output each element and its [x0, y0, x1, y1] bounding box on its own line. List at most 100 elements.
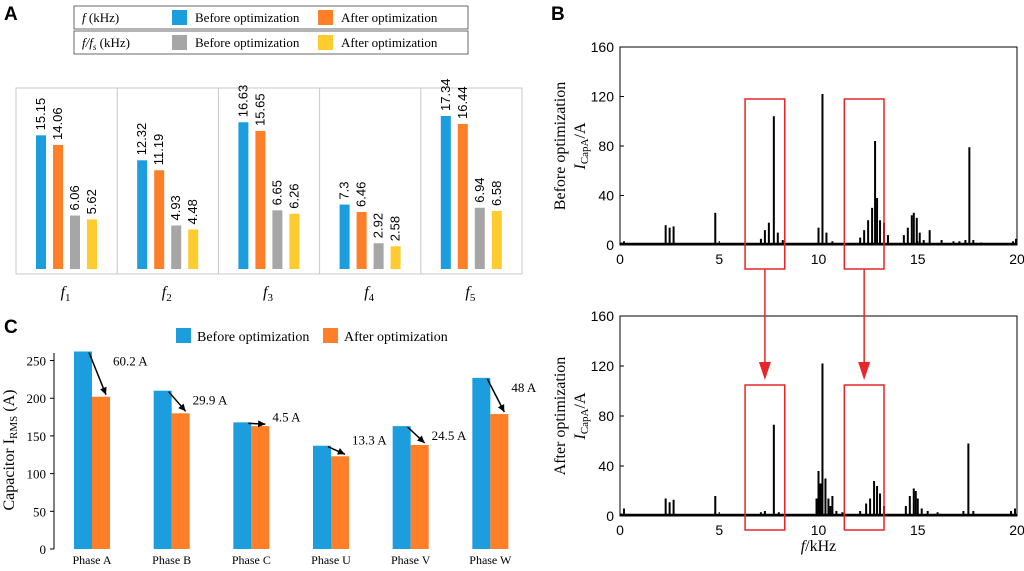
reduction-arrow-head	[178, 403, 186, 412]
bar-f3-0	[238, 122, 249, 269]
bar-f2-3	[188, 229, 199, 269]
legend-entry-label: After optimization	[341, 35, 438, 50]
y-tick-label: 160	[591, 308, 615, 324]
reduction-arrow-head	[417, 435, 425, 443]
panel-c-bar-chart: Before optimization After optimization 0 50…	[1, 328, 537, 567]
highlight-arrow-head	[858, 362, 871, 380]
panel-a-plot-frame	[15, 87, 523, 275]
reduction-value-label: 29.9 A	[193, 393, 228, 408]
x-tick-label: 15	[910, 251, 926, 267]
legend-entry-label: Before optimization	[197, 330, 309, 345]
bar-before-Phase A	[74, 351, 92, 549]
category-label-Phase C: Phase C	[232, 553, 271, 567]
legend-swatch	[172, 10, 187, 25]
bar-before-Phase U	[313, 445, 331, 549]
bar-after-Phase C	[251, 426, 270, 549]
y-tick-label: 120	[591, 89, 615, 105]
bar-before-Phase B	[153, 390, 172, 549]
bar-f5-1	[457, 123, 468, 269]
reduction-arrow-head	[497, 404, 505, 413]
bar-value-label: 16.44	[455, 86, 470, 119]
bar-f2-1	[154, 170, 165, 269]
reduction-value-label: 60.2 A	[113, 353, 148, 368]
y-axis-label: Capacitor IRMS (A)	[1, 390, 20, 511]
bar-f1-2	[70, 215, 80, 269]
bar-f5-0	[440, 116, 451, 269]
bar-value-label: 11.19	[151, 134, 166, 166]
bar-value-label: 6.65	[269, 180, 284, 205]
bar-f5-2	[474, 207, 485, 269]
category-label-Phase A: Phase A	[73, 553, 112, 567]
x-tick-label: 5	[715, 522, 723, 538]
spectrum-axes-box	[619, 46, 1018, 246]
bar-f1-3	[87, 219, 97, 269]
x-tick-label: 5	[715, 251, 723, 267]
highlight-box	[744, 384, 786, 531]
bar-before-Phase V	[392, 426, 411, 549]
category-label-f4: f4	[364, 284, 374, 304]
panel-a-border	[15, 87, 523, 275]
legend-swatch	[318, 10, 333, 25]
spectrum-subplot-before: 0 40 80 120 160 0 5 10 15 20 Before optimization IC…	[552, 39, 1024, 270]
x-tick-label: 15	[910, 522, 926, 538]
bar-value-label: 2.58	[388, 216, 403, 241]
bar-value-label: 15.65	[252, 93, 267, 126]
panel-c-letter: C	[4, 317, 18, 338]
panel-a-letter: A	[4, 4, 18, 25]
spectrum-y-axis-label: ICapA/A	[572, 392, 591, 440]
bar-value-label: 6.46	[354, 182, 369, 207]
reduction-arrow-head	[337, 448, 345, 455]
bar-value-label: 4.93	[168, 195, 183, 220]
spectrum-title-label: Before optimization	[552, 82, 569, 210]
bar-f4-3	[390, 246, 401, 269]
bar-value-label: 16.63	[235, 85, 250, 118]
x-tick-label: 0	[616, 522, 624, 538]
bar-f3-2	[272, 210, 283, 269]
bar-value-label: 17.34	[438, 78, 453, 111]
spectrum-x-axis-label: f/kHz	[801, 538, 837, 555]
bar-f2-0	[137, 160, 148, 269]
legend-row-label: f/fs (kHz)	[82, 35, 130, 52]
bar-value-label: 12.32	[134, 123, 149, 156]
bar-f4-1	[356, 212, 367, 269]
category-label-Phase W: Phase W	[469, 553, 512, 567]
x-tick-label: 10	[811, 522, 827, 538]
bar-f3-3	[289, 213, 300, 269]
bar-value-label: 4.48	[185, 199, 200, 224]
y-tick-label: 120	[591, 358, 615, 374]
x-tick-label: 10	[811, 251, 827, 267]
bar-value-label: 6.26	[286, 183, 301, 208]
reduction-arrow-head	[100, 386, 107, 395]
bar-after-Phase W	[490, 414, 509, 549]
bar-value-label: 6.58	[489, 181, 504, 206]
category-label-f2: f2	[162, 284, 172, 304]
bar-value-label: 5.62	[84, 189, 99, 214]
y-tick-label: 40	[598, 188, 614, 204]
y-tick-label: 160	[591, 39, 615, 55]
highlight-box	[843, 384, 885, 531]
y-tick-label: 250	[27, 354, 47, 369]
spectrum-subplot-after: 0 40 80 120 160 0 5 10 15 20 After optimization ICa…	[552, 308, 1024, 555]
category-label-Phase U: Phase U	[311, 553, 351, 567]
y-tick-label: 150	[27, 429, 47, 444]
bar-f3-1	[255, 130, 266, 269]
bar-before-Phase W	[472, 377, 491, 549]
y-tick-label: 0	[606, 508, 614, 524]
reduction-value-label: 4.5 A	[272, 409, 301, 424]
legend-swatch	[323, 328, 338, 343]
y-tick-label: 200	[27, 391, 47, 406]
y-tick-label: 80	[598, 138, 614, 154]
bar-after-Phase V	[410, 444, 429, 549]
bar-value-label: 2.92	[371, 213, 386, 238]
legend-entry-label: Before optimization	[195, 10, 300, 25]
bar-f1-0	[36, 135, 46, 269]
bar-value-label: 6.06	[67, 185, 82, 210]
category-label-Phase B: Phase B	[152, 553, 191, 567]
reduction-arrow-head	[257, 420, 266, 428]
reduction-value-label: 24.5 A	[432, 428, 467, 443]
panel-b-letter: B	[551, 4, 565, 25]
category-label-Phase V: Phase V	[391, 553, 431, 567]
spectrum-y-axis-label: ICapA/A	[572, 122, 591, 170]
